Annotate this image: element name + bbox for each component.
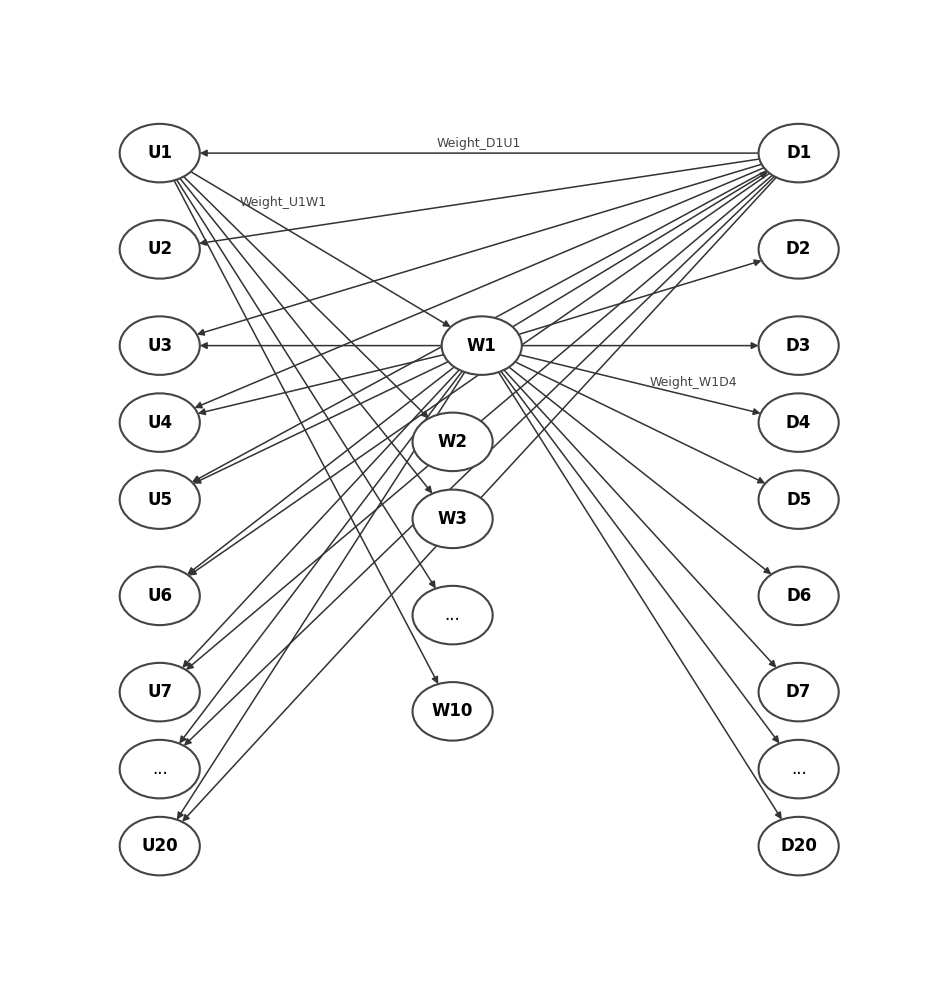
Text: ...: ... xyxy=(445,606,461,624)
Text: W1: W1 xyxy=(467,337,496,355)
Ellipse shape xyxy=(759,740,838,798)
Ellipse shape xyxy=(413,682,493,741)
Ellipse shape xyxy=(759,316,838,375)
Ellipse shape xyxy=(442,316,522,375)
Text: D7: D7 xyxy=(786,683,811,701)
Ellipse shape xyxy=(119,393,200,452)
Text: Weight_U1W1: Weight_U1W1 xyxy=(240,196,327,209)
Text: U5: U5 xyxy=(148,491,172,509)
Text: D1: D1 xyxy=(786,144,811,162)
Ellipse shape xyxy=(119,470,200,529)
Text: ...: ... xyxy=(791,760,807,778)
Text: D6: D6 xyxy=(786,587,811,605)
Ellipse shape xyxy=(759,817,838,875)
Ellipse shape xyxy=(119,740,200,798)
Text: ...: ... xyxy=(152,760,167,778)
Text: Weight_W1D4: Weight_W1D4 xyxy=(650,376,737,389)
Text: U6: U6 xyxy=(148,587,172,605)
Ellipse shape xyxy=(119,316,200,375)
Ellipse shape xyxy=(119,220,200,279)
Ellipse shape xyxy=(759,470,838,529)
Text: D3: D3 xyxy=(786,337,811,355)
Ellipse shape xyxy=(759,393,838,452)
Text: W3: W3 xyxy=(438,510,467,528)
Text: W10: W10 xyxy=(431,702,474,720)
Text: Weight_D1U1: Weight_D1U1 xyxy=(437,137,522,150)
Text: U4: U4 xyxy=(148,414,172,432)
Ellipse shape xyxy=(119,663,200,721)
Ellipse shape xyxy=(119,567,200,625)
Ellipse shape xyxy=(413,586,493,644)
Ellipse shape xyxy=(119,124,200,182)
Ellipse shape xyxy=(759,567,838,625)
Text: D2: D2 xyxy=(786,240,811,258)
Text: U2: U2 xyxy=(148,240,172,258)
Text: D20: D20 xyxy=(780,837,817,855)
Ellipse shape xyxy=(759,220,838,279)
Text: U20: U20 xyxy=(141,837,178,855)
Ellipse shape xyxy=(119,817,200,875)
Ellipse shape xyxy=(759,124,838,182)
Ellipse shape xyxy=(413,413,493,471)
Text: U3: U3 xyxy=(148,337,172,355)
Text: U1: U1 xyxy=(148,144,172,162)
Text: D4: D4 xyxy=(786,414,811,432)
Ellipse shape xyxy=(413,490,493,548)
Text: W2: W2 xyxy=(438,433,467,451)
Ellipse shape xyxy=(759,663,838,721)
Text: D5: D5 xyxy=(786,491,811,509)
Text: U7: U7 xyxy=(148,683,172,701)
